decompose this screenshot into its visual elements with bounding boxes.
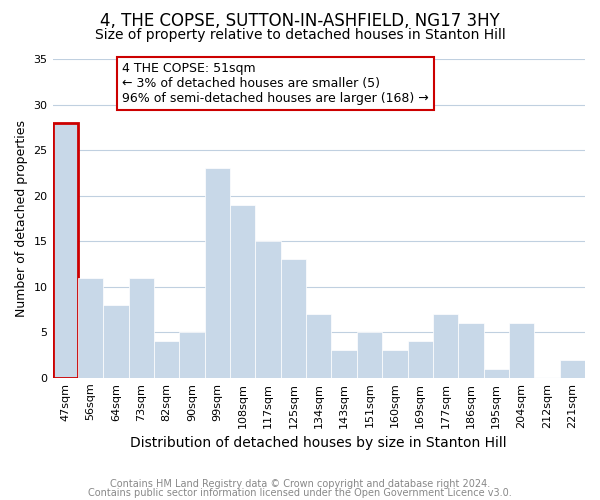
Text: 4, THE COPSE, SUTTON-IN-ASHFIELD, NG17 3HY: 4, THE COPSE, SUTTON-IN-ASHFIELD, NG17 3… [100,12,500,30]
Y-axis label: Number of detached properties: Number of detached properties [15,120,28,317]
Bar [78,278,103,378]
Bar [357,332,382,378]
Bar [509,323,534,378]
Bar [484,368,509,378]
Bar [230,204,256,378]
Bar [205,168,230,378]
Bar [281,260,306,378]
Bar [306,314,331,378]
Bar [103,305,128,378]
Bar [331,350,357,378]
Text: Contains public sector information licensed under the Open Government Licence v3: Contains public sector information licen… [88,488,512,498]
Text: Size of property relative to detached houses in Stanton Hill: Size of property relative to detached ho… [95,28,505,42]
Bar [128,278,154,378]
Bar [382,350,407,378]
Bar [560,360,585,378]
Bar [179,332,205,378]
Bar [154,342,179,378]
Bar [53,123,78,378]
X-axis label: Distribution of detached houses by size in Stanton Hill: Distribution of detached houses by size … [130,436,507,450]
Bar [458,323,484,378]
Text: Contains HM Land Registry data © Crown copyright and database right 2024.: Contains HM Land Registry data © Crown c… [110,479,490,489]
Bar [256,241,281,378]
Bar [407,342,433,378]
Text: 4 THE COPSE: 51sqm
← 3% of detached houses are smaller (5)
96% of semi-detached : 4 THE COPSE: 51sqm ← 3% of detached hous… [122,62,428,105]
Bar [433,314,458,378]
